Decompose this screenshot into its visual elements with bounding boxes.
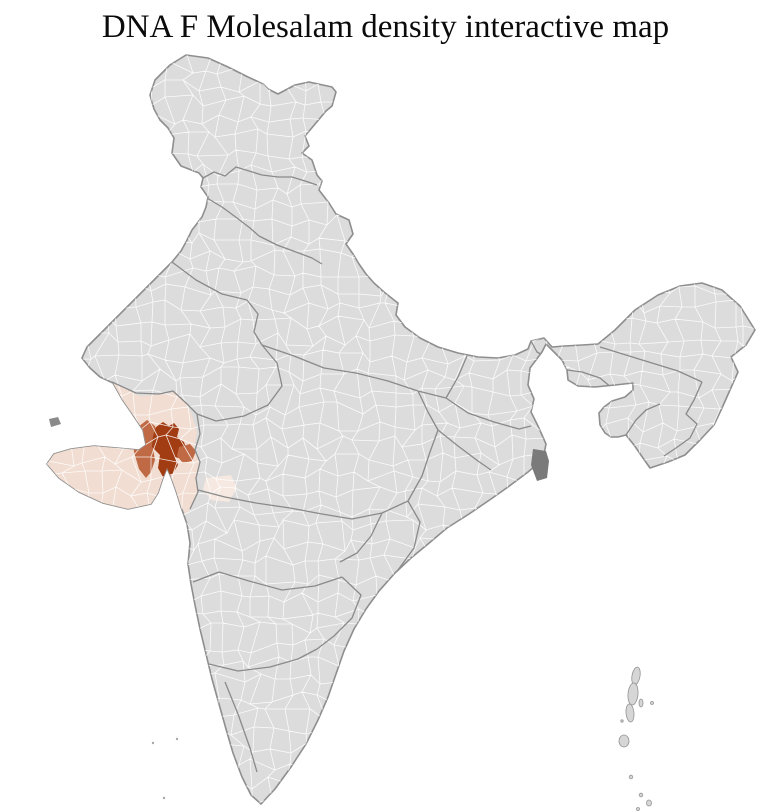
sundarbans-delta (531, 449, 549, 481)
map-title: DNA F Molesalam density interactive map (101, 9, 670, 45)
district-region-low-gujarat[interactable] (47, 383, 199, 514)
district-region-high-speck[interactable] (172, 427, 177, 432)
kutch-creek (49, 417, 61, 427)
district-region-high-core[interactable] (152, 422, 187, 477)
lakshadweep-islands (151, 737, 179, 800)
state-boundaries (111, 166, 703, 773)
andaman-nicobar-islands (618, 666, 654, 811)
